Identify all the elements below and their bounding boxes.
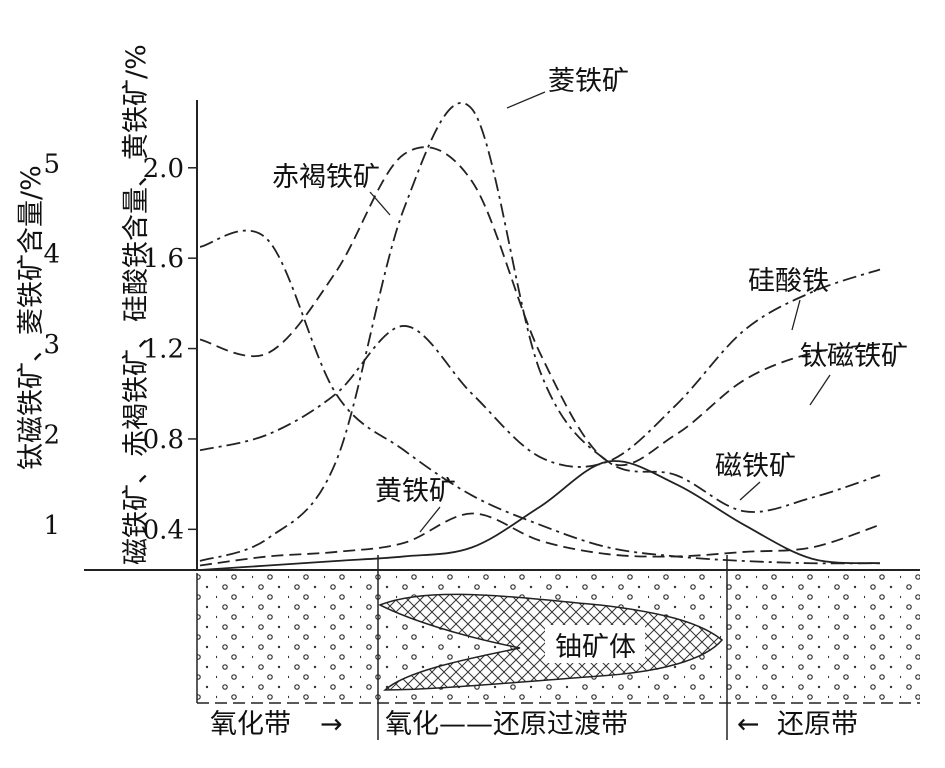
left-tick-label: 5 [43, 149, 60, 179]
zone-label-transition: 氧化——还原过渡带 [385, 709, 628, 740]
series-line-4 [199, 512, 881, 567]
zone-label-oxidation: 氧化带 [210, 709, 291, 740]
y-axis-right-label: 磁铁矿、赤褐铁矿、硅酸铁含量、黄铁矿/% [121, 44, 152, 565]
right-axis-ticks: 0.4 0.8 1.2 1.6 2.0 [143, 154, 197, 545]
zone-arrow-oxidation: → [320, 709, 343, 740]
ore-body-label: 铀矿体 [555, 632, 636, 663]
right-tick-label: 0.8 [143, 425, 184, 455]
left-axis-ticks: 1 2 3 4 5 [43, 149, 60, 541]
series-label: 菱铁矿 [548, 66, 629, 97]
right-tick-label: 2.0 [143, 154, 184, 184]
series-line-1 [199, 229, 881, 565]
series-line-5 [199, 460, 881, 571]
left-tick-label: 4 [43, 240, 60, 270]
zone-label-reduction: 还原带 [777, 709, 858, 740]
right-tick-label: 0.4 [143, 515, 184, 545]
left-tick-label: 2 [43, 420, 60, 450]
series-leader-line [506, 91, 546, 109]
series-line-3 [199, 146, 881, 467]
ore-body-label-bg [545, 625, 645, 663]
series-line-2 [199, 268, 881, 468]
series-label: 赤褐铁矿 [272, 162, 380, 193]
series-line-0 [199, 102, 881, 562]
right-tick-label: 1.2 [143, 335, 184, 365]
series-label: 磁铁矿 [715, 451, 796, 482]
series-leader-line [809, 374, 831, 406]
series-label: 硅酸铁 [748, 266, 829, 297]
left-tick-label: 3 [43, 330, 60, 360]
left-tick-label: 1 [43, 511, 60, 541]
right-tick-label: 1.6 [143, 244, 184, 274]
series-label: 黄铁矿 [375, 476, 456, 507]
series-leader-line [369, 191, 391, 216]
series-label: 钛磁铁矿 [800, 341, 908, 372]
y-axis-left-label: 钛磁铁矿、菱铁矿含量/% [16, 165, 47, 470]
series-leader-line [739, 481, 761, 501]
series-layer [199, 102, 881, 571]
series-leader-line [791, 299, 801, 331]
series-leader-line [419, 506, 441, 533]
zone-arrow-reduction: ← [737, 709, 760, 740]
